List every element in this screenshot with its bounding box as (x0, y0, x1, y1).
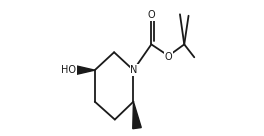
Polygon shape (133, 102, 141, 129)
Text: N: N (130, 65, 138, 75)
Polygon shape (76, 66, 95, 74)
Text: O: O (148, 10, 155, 20)
Text: HO: HO (61, 65, 76, 75)
Text: O: O (165, 52, 172, 62)
